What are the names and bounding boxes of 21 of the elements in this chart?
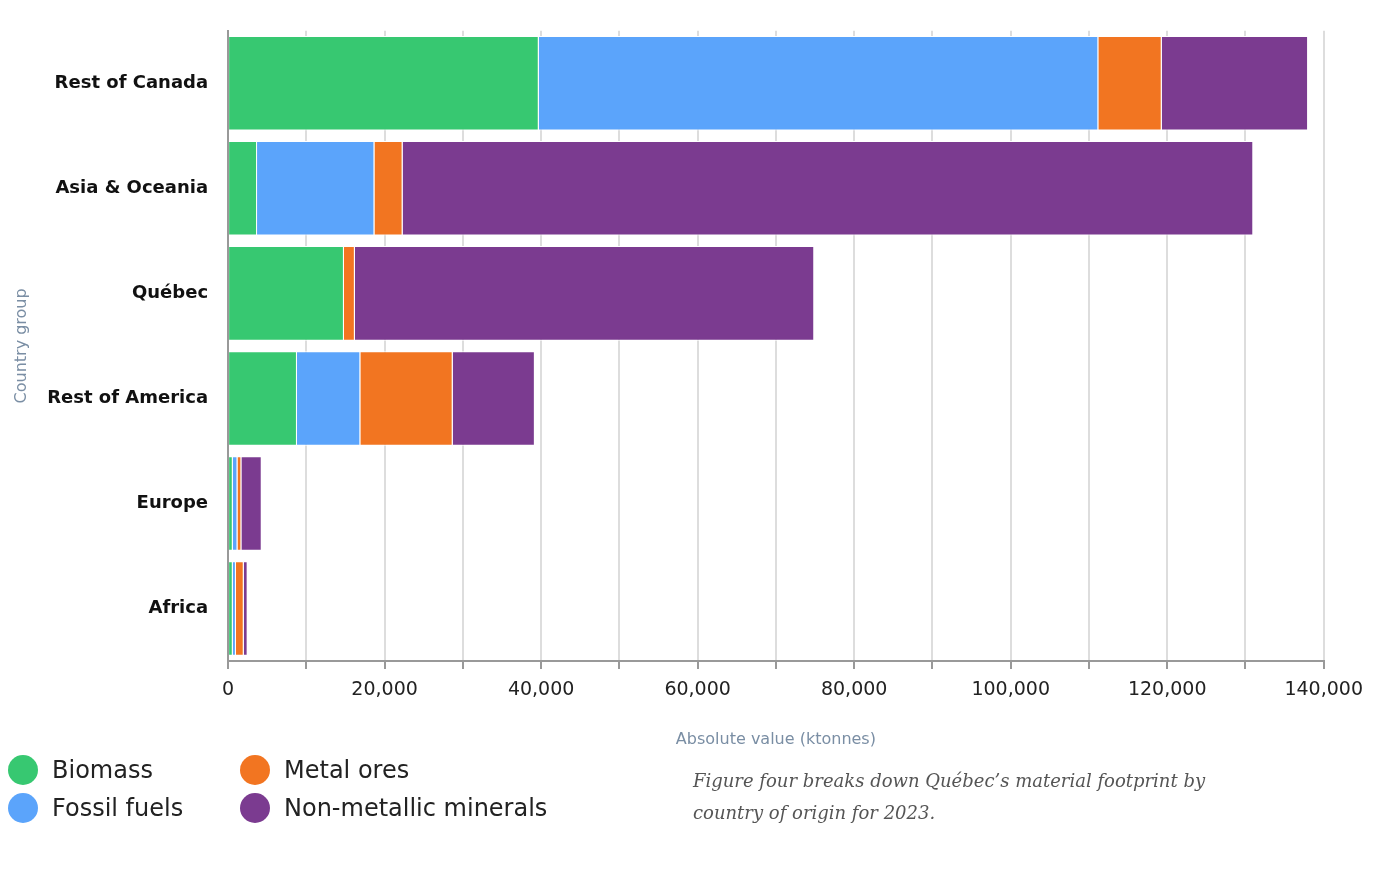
y-tick-label: Québec xyxy=(131,281,209,303)
legend-label: Biomass xyxy=(52,756,153,784)
x-axis-title: Absolute value (ktonnes) xyxy=(675,728,876,748)
x-tick-label: 140,000 xyxy=(1284,677,1363,700)
text: Figure four breaks down Québec’s material footprint by country of origin for 2023. xyxy=(693,769,1207,825)
x-tick-label: 60,000 xyxy=(664,677,731,700)
y-tick-label: Rest of America xyxy=(47,386,209,408)
y-tick-label: Europe xyxy=(136,491,209,513)
legend-label: Fossil fuels xyxy=(52,794,184,822)
legend-label: Non-metallic minerals xyxy=(284,794,548,822)
x-tick-label: 80,000 xyxy=(820,677,888,700)
x-tick-label: 100,000 xyxy=(971,677,1050,700)
legend-label: Metal ores xyxy=(284,756,410,784)
x-tick-label: 40,000 xyxy=(507,677,575,700)
x-tick-label: 120,000 xyxy=(1127,677,1207,700)
x-tick-label: 20,000 xyxy=(351,677,418,700)
y-tick-label: Rest of Canada xyxy=(54,70,209,92)
x-tick-label: 0 xyxy=(222,677,235,700)
y-axis-title: Country group xyxy=(10,288,30,404)
y-tick-label: Asia & Oceania xyxy=(55,176,209,198)
y-tick-label: Africa xyxy=(148,596,209,618)
